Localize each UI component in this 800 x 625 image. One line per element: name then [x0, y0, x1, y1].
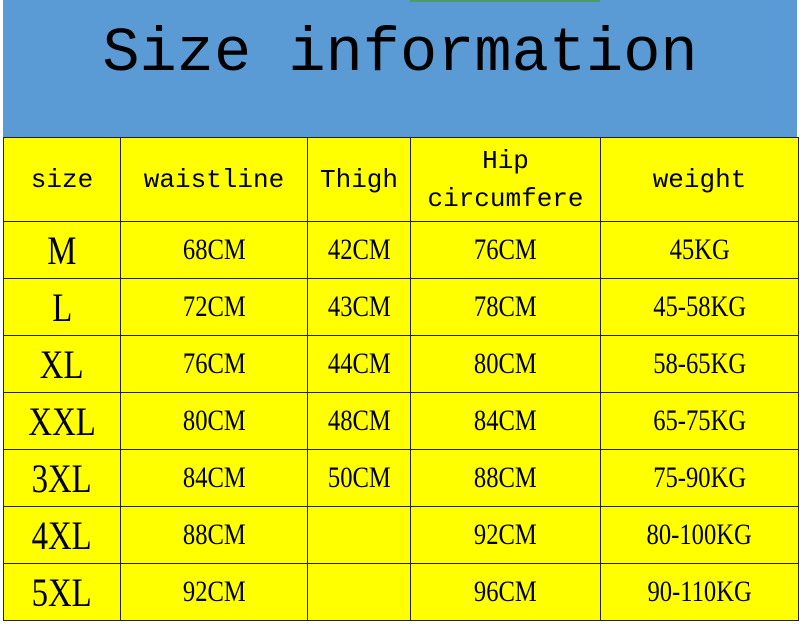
thigh-value: 44CM: [327, 347, 391, 380]
size-value: M: [47, 227, 77, 273]
waistline-value: 68CM: [182, 233, 246, 266]
size-value: L: [51, 284, 73, 330]
weight-value: 75-90KG: [653, 461, 746, 494]
cell-waistline: 84CM: [120, 449, 308, 507]
header-hip: Hip circumfere: [410, 137, 601, 222]
cell-size: XL: [3, 335, 121, 393]
cell-size: XXL: [3, 392, 121, 450]
thigh-value: 43CM: [327, 290, 391, 323]
hip-value: 76CM: [474, 233, 537, 266]
table-row: 5XL 92CM 96CM 90-110KG: [3, 563, 799, 621]
table-row: XXL 80CM 48CM 84CM 65-75KG: [3, 392, 799, 450]
cell-weight: 65-75KG: [600, 392, 799, 450]
cell-thigh: 43CM: [307, 278, 411, 336]
weight-value: 90-110KG: [647, 575, 752, 608]
waistline-value: 76CM: [182, 347, 246, 380]
cell-hip: 92CM: [410, 506, 601, 564]
table-row: L 72CM 43CM 78CM 45-58KG: [3, 278, 799, 336]
cell-thigh: [307, 563, 411, 621]
thigh-value: 48CM: [327, 404, 391, 437]
cell-waistline: 68CM: [120, 221, 308, 279]
cell-thigh: 42CM: [307, 221, 411, 279]
cell-hip: 78CM: [410, 278, 601, 336]
waistline-value: 72CM: [182, 290, 246, 323]
table-header-row: size waistline Thigh Hip circumfere weig…: [3, 137, 799, 222]
thigh-value: 42CM: [327, 233, 391, 266]
title-banner: [3, 0, 797, 137]
size-value: 5XL: [31, 569, 93, 615]
size-value: 3XL: [31, 455, 93, 501]
cell-size: 5XL: [3, 563, 121, 621]
header-size: size: [3, 137, 121, 222]
hip-value: 88CM: [474, 461, 537, 494]
weight-value: 65-75KG: [653, 404, 746, 437]
weight-value: 45-58KG: [653, 290, 746, 323]
cell-waistline: 72CM: [120, 278, 308, 336]
table-row: 3XL 84CM 50CM 88CM 75-90KG: [3, 449, 799, 507]
hip-value: 96CM: [474, 575, 537, 608]
cell-weight: 45KG: [600, 221, 799, 279]
size-value: XXL: [28, 398, 96, 444]
cell-weight: 45-58KG: [600, 278, 799, 336]
page-title: Size information: [102, 18, 698, 89]
cell-size: 4XL: [3, 506, 121, 564]
top-accent-line: [410, 0, 600, 2]
cell-hip: 76CM: [410, 221, 601, 279]
hip-value: 84CM: [474, 404, 537, 437]
cell-thigh: 50CM: [307, 449, 411, 507]
table-row: XL 76CM 44CM 80CM 58-65KG: [3, 335, 799, 393]
cell-size: M: [3, 221, 121, 279]
cell-thigh: 48CM: [307, 392, 411, 450]
cell-thigh: [307, 506, 411, 564]
weight-value: 45KG: [669, 233, 730, 266]
cell-waistline: 76CM: [120, 335, 308, 393]
table-row: M 68CM 42CM 76CM 45KG: [3, 221, 799, 279]
weight-value: 58-65KG: [653, 347, 746, 380]
hip-value: 80CM: [474, 347, 537, 380]
cell-hip: 96CM: [410, 563, 601, 621]
header-thigh: Thigh: [307, 137, 411, 222]
cell-waistline: 88CM: [120, 506, 308, 564]
cell-hip: 88CM: [410, 449, 601, 507]
cell-waistline: 92CM: [120, 563, 308, 621]
cell-weight: 58-65KG: [600, 335, 799, 393]
waistline-value: 88CM: [182, 518, 246, 551]
cell-thigh: 44CM: [307, 335, 411, 393]
hip-value: 92CM: [474, 518, 537, 551]
waistline-value: 84CM: [182, 461, 246, 494]
thigh-value: 50CM: [327, 461, 391, 494]
size-value: 4XL: [31, 512, 93, 558]
table-row: 4XL 88CM 92CM 80-100KG: [3, 506, 799, 564]
cell-size: 3XL: [3, 449, 121, 507]
cell-weight: 75-90KG: [600, 449, 799, 507]
size-value: XL: [40, 341, 84, 387]
waistline-value: 92CM: [182, 575, 246, 608]
waistline-value: 80CM: [182, 404, 246, 437]
cell-size: L: [3, 278, 121, 336]
weight-value: 80-100KG: [646, 518, 753, 551]
header-waistline: waistline: [120, 137, 308, 222]
size-table: size waistline Thigh Hip circumfere weig…: [3, 137, 799, 621]
header-weight: weight: [600, 137, 799, 222]
cell-hip: 80CM: [410, 335, 601, 393]
cell-hip: 84CM: [410, 392, 601, 450]
hip-value: 78CM: [474, 290, 537, 323]
cell-weight: 80-100KG: [600, 506, 799, 564]
cell-weight: 90-110KG: [600, 563, 799, 621]
cell-waistline: 80CM: [120, 392, 308, 450]
